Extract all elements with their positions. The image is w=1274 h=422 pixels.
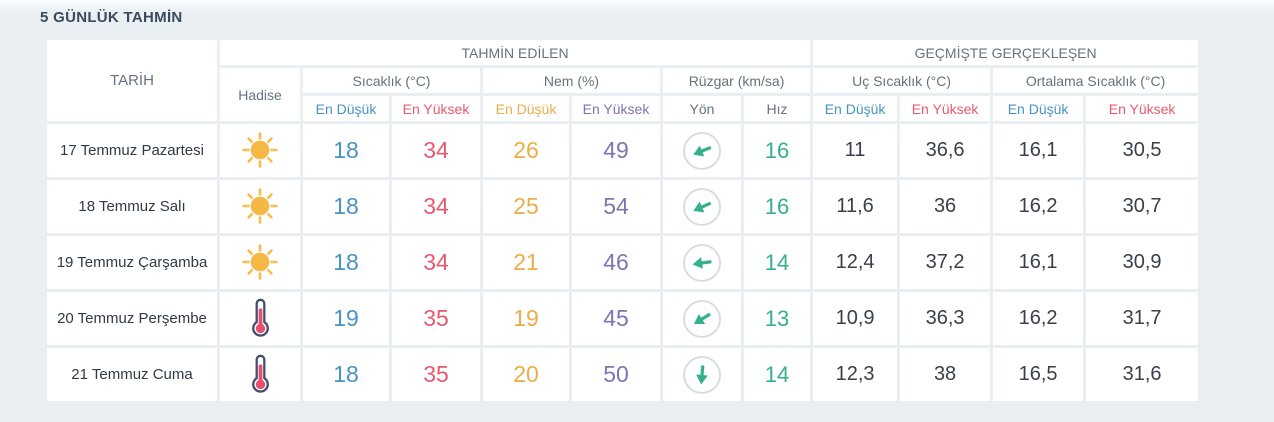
wind-direction-cell <box>663 292 741 345</box>
sun-icon <box>238 127 282 173</box>
subheader-humidity-min: En Düşük <box>483 96 569 121</box>
forecast-row: 18 Temmuz Salı 18 34 25 54 16 11,6 36 16,2 30,7 <box>47 180 1199 233</box>
column-header-date: TARİH <box>47 40 217 121</box>
wind-direction-cell <box>663 124 741 177</box>
condition-cell <box>220 236 300 289</box>
column-header-condition: Hadise <box>220 68 300 121</box>
temp-min-cell: 18 <box>303 236 389 289</box>
forecast-table: TARİH TAHMİN EDİLEN GEÇMİŞTE GERÇEKLEŞEN… <box>44 37 1201 404</box>
humidity-min-cell: 21 <box>483 236 569 289</box>
date-cell: 21 Temmuz Cuma <box>47 348 217 401</box>
subheader-average-min: En Düşük <box>993 96 1084 121</box>
past-average-max-cell: 31,6 <box>1086 348 1199 401</box>
sun-icon <box>238 183 282 229</box>
past-average-min-cell: 16,1 <box>993 124 1084 177</box>
wind-speed-cell: 16 <box>744 124 811 177</box>
temp-max-cell: 35 <box>392 292 480 345</box>
subheader-wind-direction: Yön <box>663 96 741 121</box>
subheader-temp-min: En Düşük <box>303 96 389 121</box>
column-header-humidity: Nem (%) <box>483 68 660 93</box>
temp-max-cell: 34 <box>392 236 480 289</box>
wind-direction-cell <box>663 180 741 233</box>
page-title: 5 GÜNLÜK TAHMİN <box>40 9 183 26</box>
date-cell: 18 Temmuz Salı <box>47 180 217 233</box>
subheader-humidity-max: En Yüksek <box>572 96 660 121</box>
past-extreme-max-cell: 37,2 <box>900 236 991 289</box>
wind-speed-cell: 16 <box>744 180 811 233</box>
humidity-max-cell: 45 <box>572 292 660 345</box>
column-header-extreme-temperature: Uç Sıcaklık (°C) <box>813 68 991 93</box>
past-extreme-min-cell: 10,9 <box>813 292 898 345</box>
subheader-wind-speed: Hız <box>744 96 811 121</box>
column-header-wind: Rüzgar (km/sa) <box>663 68 811 93</box>
forecast-row: 20 Temmuz Perşembe 19 35 19 45 13 10,9 36,3 16,2… <box>47 292 1199 345</box>
wind-direction-arrow-icon <box>683 299 721 338</box>
column-header-temperature: Sıcaklık (°C) <box>303 68 480 93</box>
past-average-max-cell: 30,5 <box>1086 124 1199 177</box>
past-extreme-min-cell: 12,4 <box>813 236 898 289</box>
group-header-forecast: TAHMİN EDİLEN <box>220 40 811 65</box>
temp-max-cell: 35 <box>392 348 480 401</box>
temp-min-cell: 19 <box>303 292 389 345</box>
condition-cell <box>220 180 300 233</box>
subheader-temp-max: En Yüksek <box>392 96 480 121</box>
humidity-max-cell: 49 <box>572 124 660 177</box>
past-extreme-min-cell: 11 <box>813 124 898 177</box>
condition-cell <box>220 348 300 401</box>
wind-direction-arrow-icon <box>683 187 721 226</box>
sun-icon <box>238 239 282 285</box>
subheader-extreme-min: En Düşük <box>813 96 898 121</box>
wind-direction-arrow-icon <box>683 243 721 282</box>
group-header-past: GEÇMİŞTE GERÇEKLEŞEN <box>813 40 1199 65</box>
temp-max-cell: 34 <box>392 180 480 233</box>
date-cell: 17 Temmuz Pazartesi <box>47 124 217 177</box>
past-extreme-max-cell: 38 <box>900 348 991 401</box>
past-average-max-cell: 30,9 <box>1086 236 1199 289</box>
past-average-max-cell: 31,7 <box>1086 292 1199 345</box>
wind-direction-cell <box>663 236 741 289</box>
thermometer-icon <box>238 294 282 340</box>
past-extreme-max-cell: 36,6 <box>900 124 991 177</box>
past-extreme-max-cell: 36,3 <box>900 292 991 345</box>
past-average-min-cell: 16,1 <box>993 236 1084 289</box>
past-extreme-min-cell: 11,6 <box>813 180 898 233</box>
forecast-row: 19 Temmuz Çarşamba 18 34 21 46 14 12,4 37,2 16,1… <box>47 236 1199 289</box>
wind-speed-cell: 13 <box>744 292 811 345</box>
past-average-min-cell: 16,2 <box>993 292 1084 345</box>
humidity-min-cell: 26 <box>483 124 569 177</box>
temp-min-cell: 18 <box>303 348 389 401</box>
past-extreme-min-cell: 12,3 <box>813 348 898 401</box>
date-cell: 19 Temmuz Çarşamba <box>47 236 217 289</box>
wind-speed-cell: 14 <box>744 348 811 401</box>
forecast-row: 17 Temmuz Pazartesi 18 34 26 49 16 11 36,6 16,1 3… <box>47 124 1199 177</box>
forecast-table-header: TARİH TAHMİN EDİLEN GEÇMİŞTE GERÇEKLEŞEN… <box>47 40 1199 121</box>
subheader-average-max: En Yüksek <box>1086 96 1199 121</box>
condition-cell <box>220 292 300 345</box>
humidity-min-cell: 25 <box>483 180 569 233</box>
wind-direction-arrow-icon <box>683 355 721 394</box>
date-cell: 20 Temmuz Perşembe <box>47 292 217 345</box>
temp-max-cell: 34 <box>392 124 480 177</box>
condition-cell <box>220 124 300 177</box>
wind-speed-cell: 14 <box>744 236 811 289</box>
wind-direction-arrow-icon <box>683 131 721 170</box>
thermometer-icon <box>238 350 282 396</box>
humidity-min-cell: 19 <box>483 292 569 345</box>
past-average-min-cell: 16,2 <box>993 180 1084 233</box>
humidity-max-cell: 46 <box>572 236 660 289</box>
humidity-min-cell: 20 <box>483 348 569 401</box>
past-average-min-cell: 16,5 <box>993 348 1084 401</box>
humidity-max-cell: 50 <box>572 348 660 401</box>
past-average-max-cell: 30,7 <box>1086 180 1199 233</box>
temp-min-cell: 18 <box>303 180 389 233</box>
humidity-max-cell: 54 <box>572 180 660 233</box>
wind-direction-cell <box>663 348 741 401</box>
subheader-extreme-max: En Yüksek <box>900 96 991 121</box>
forecast-table-body: 17 Temmuz Pazartesi 18 34 26 49 16 11 36,6 16,1 3… <box>47 124 1199 401</box>
column-header-average-temperature: Ortalama Sıcaklık (°C) <box>993 68 1199 93</box>
past-extreme-max-cell: 36 <box>900 180 991 233</box>
temp-min-cell: 18 <box>303 124 389 177</box>
forecast-row: 21 Temmuz Cuma 18 35 20 50 14 12,3 38 16,5 31,6 <box>47 348 1199 401</box>
